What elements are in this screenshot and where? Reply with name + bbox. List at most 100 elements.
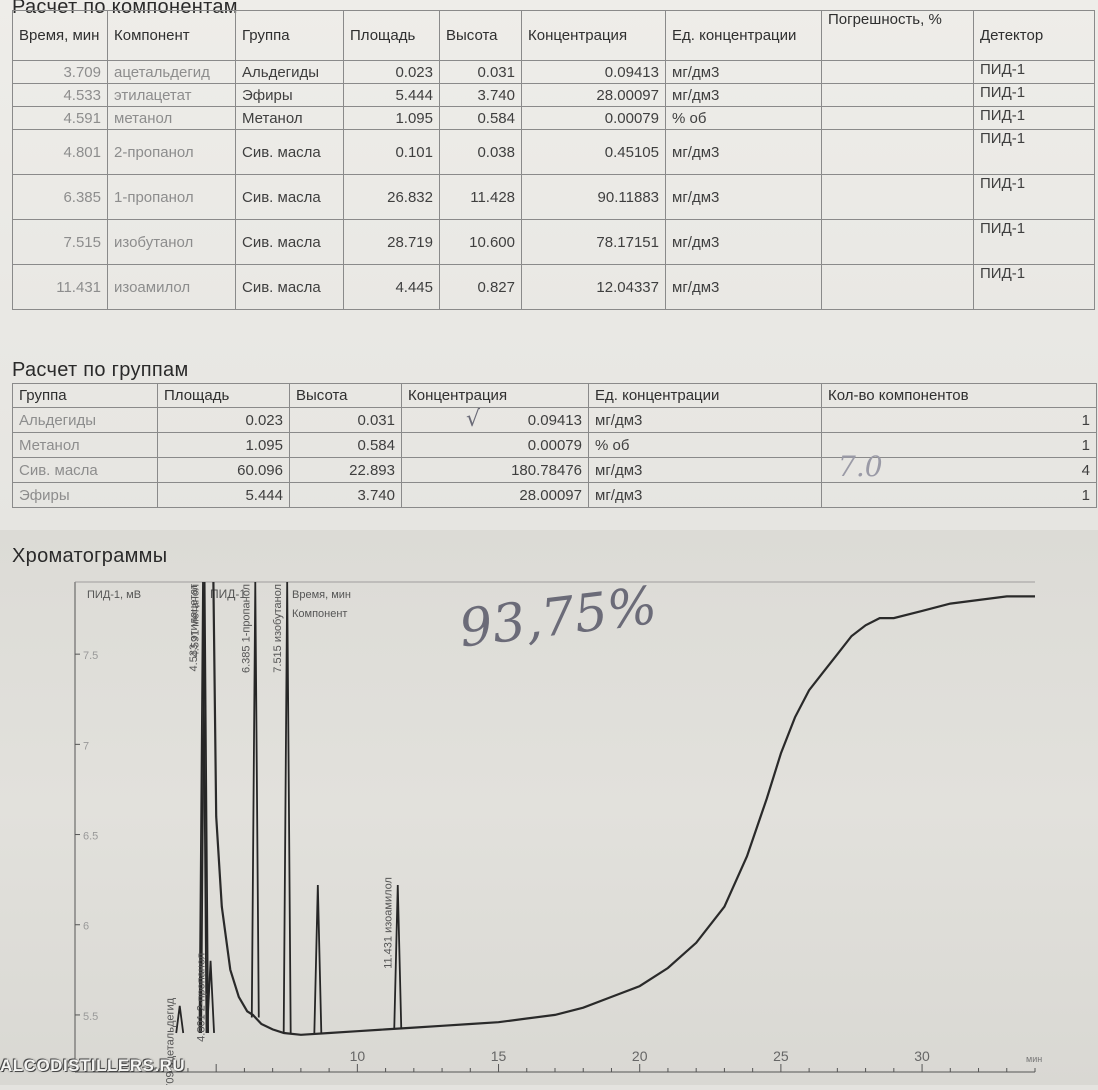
group-row: Альдегиды 0.023 0.031 0.09413 мг/дм3 1: [12, 407, 1097, 433]
cell-error: [821, 219, 974, 265]
chromatogram-peak: [198, 581, 208, 1033]
group-cell-unit: мг/дм3: [588, 457, 822, 483]
group-cell-area: 5.444: [157, 482, 290, 508]
group-col-header-area: Площадь: [157, 383, 290, 408]
cell-component: изоамилол: [107, 264, 236, 310]
cell-height: 10.600: [439, 219, 522, 265]
peak-label: 4.533 этилацетат: [188, 584, 200, 671]
group-cell-count: 1: [821, 482, 1097, 508]
component-row: 4.533 этилацетат Эфиры 5.444 3.740 28.00097 мг…: [12, 83, 1095, 107]
cell-area: 28.719: [343, 219, 440, 265]
y-tick-label: 6.5: [83, 831, 98, 843]
cell-time: 4.591: [12, 106, 108, 130]
cell-detector: ПИД-1: [973, 174, 1095, 220]
cell-detector: ПИД-1: [973, 264, 1095, 310]
group-cell-name: Эфиры: [12, 482, 158, 508]
cell-detector: ПИД-1: [973, 83, 1095, 107]
cell-group: Сив. масла: [235, 174, 344, 220]
cell-component: метанол: [107, 106, 236, 130]
cell-concentration: 0.45105: [521, 129, 666, 175]
cell-error: [821, 264, 974, 310]
group-cell-name: Метанол: [12, 432, 158, 458]
cell-error: [821, 83, 974, 107]
y-tick-label: 6: [83, 921, 89, 933]
col-header-area: Площадь: [343, 10, 440, 61]
cell-height: 0.031: [439, 60, 522, 84]
group-cell-unit: мг/дм3: [588, 482, 822, 508]
peak-label: 6.385 1-пропанол: [240, 584, 252, 673]
cell-concentration: 90.11883: [521, 174, 666, 220]
peak-label: 7.515 изобутанол: [272, 584, 284, 673]
cell-height: 0.038: [439, 129, 522, 175]
group-cell-height: 3.740: [289, 482, 402, 508]
component-row: 7.515 изобутанол Сив. масла 28.719 10.600 78.…: [12, 219, 1095, 265]
legend-time: Время, мин: [292, 589, 351, 601]
chromatogram-peak: [282, 581, 292, 1034]
legend-component: Компонент: [292, 608, 347, 620]
cell-error: [821, 60, 974, 84]
cell-area: 4.445: [343, 264, 440, 310]
cell-component: этилацетат: [107, 83, 236, 107]
cell-group: Метанол: [235, 106, 344, 130]
chromatogram-trace: [212, 581, 1035, 1036]
peak-label: 3.709 ацетальдегид: [165, 997, 177, 1085]
cell-area: 5.444: [343, 83, 440, 107]
cell-unit: мг/дм3: [665, 60, 822, 84]
group-col-header-concentration: Концентрация: [401, 383, 589, 408]
cell-area: 26.832: [343, 174, 440, 220]
col-header-component: Компонент: [107, 10, 236, 61]
y-tick-label: 5.5: [83, 1011, 98, 1023]
cell-concentration: 28.00097: [521, 83, 666, 107]
cell-detector: ПИД-1: [973, 60, 1095, 84]
chromatogram-peak: [175, 1005, 185, 1034]
cell-height: 11.428: [439, 174, 522, 220]
cell-area: 0.101: [343, 129, 440, 175]
group-cell-concentration: 28.00097: [401, 482, 589, 508]
cell-detector: ПИД-1: [973, 106, 1095, 130]
cell-time: 3.709: [12, 60, 108, 84]
cell-error: [821, 174, 974, 220]
peak-label: 11.431 изоамилол: [383, 877, 395, 969]
group-row: Сив. масла 60.096 22.893 180.78476 мг/дм3 4: [12, 457, 1097, 483]
x-tick-label: 15: [491, 1048, 507, 1064]
cell-height: 3.740: [439, 83, 522, 107]
cell-time: 7.515: [12, 219, 108, 265]
group-col-header-height: Высота: [289, 383, 402, 408]
group-cell-name: Сив. масла: [12, 457, 158, 483]
group-cell-height: 0.584: [289, 432, 402, 458]
col-header-group: Группа: [235, 10, 344, 61]
chromatogram-svg: 5.5 6 6.5 7 7.5 10 15 20 25 30 мин ПИД-1, мВ ПИД-1 Вр…: [74, 581, 1042, 1090]
component-row: 6.385 1-пропанол Сив. масла 26.832 11.428 90.…: [12, 174, 1095, 220]
y-axis-title: ПИД-1, мВ: [87, 589, 141, 601]
y-tick-label: 7: [83, 740, 89, 752]
cell-group: Сив. масла: [235, 219, 344, 265]
cell-area: 0.023: [343, 60, 440, 84]
chromatogram-section-title: Хроматограммы: [12, 545, 168, 567]
cell-component: 1-пропанол: [107, 174, 236, 220]
cell-time: 4.801: [12, 129, 108, 175]
groups-table: Группа Площадь Высота Концентрация Ед. к…: [12, 383, 1097, 508]
group-cell-concentration: 0.00079: [401, 432, 589, 458]
col-header-detector: Детектор: [973, 10, 1095, 61]
cell-group: Эфиры: [235, 83, 344, 107]
cell-unit: мг/дм3: [665, 129, 822, 175]
group-col-header-unit: Ед. концентрации: [588, 383, 822, 408]
group-cell-area: 60.096: [157, 457, 290, 483]
y-tick-label: 7.5: [83, 650, 98, 662]
cell-component: 2-пропанол: [107, 129, 236, 175]
group-cell-unit: % об: [588, 432, 822, 458]
cell-concentration: 12.04337: [521, 264, 666, 310]
cell-group: Сив. масла: [235, 129, 344, 175]
cell-time: 4.533: [12, 83, 108, 107]
x-tick-label: 10: [350, 1048, 366, 1064]
check-mark: √: [466, 407, 481, 432]
x-tick-label: 25: [773, 1048, 789, 1064]
peak-label: 4.591 метанол: [190, 584, 202, 657]
cell-component: ацетальдегид: [107, 60, 236, 84]
cell-concentration: 0.00079: [521, 106, 666, 130]
x-tick-label: 20: [632, 1048, 648, 1064]
groups-section-title: Расчет по группам: [12, 359, 189, 381]
component-row: 4.801 2-пропанол Сив. масла 0.101 0.038 0.451…: [12, 129, 1095, 175]
cell-unit: мг/дм3: [665, 264, 822, 310]
legend-detector: ПИД-1: [210, 587, 246, 601]
